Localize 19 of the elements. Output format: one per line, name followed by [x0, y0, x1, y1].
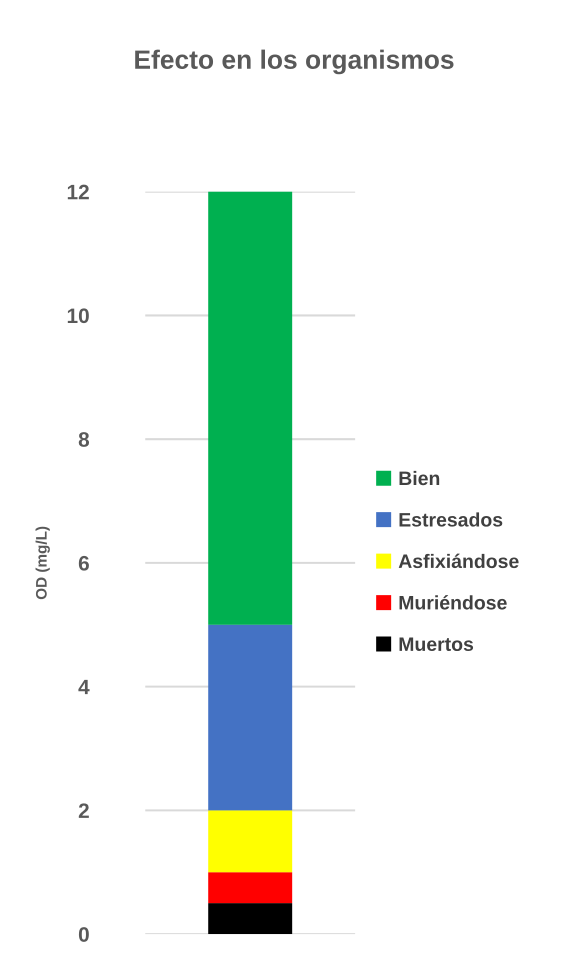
- y-tick-label: 6: [78, 556, 89, 571]
- legend-label: Asfixiándose: [398, 554, 519, 568]
- bar: [208, 872, 292, 904]
- y-tick-label: 0: [78, 927, 89, 942]
- y-tick-label: 10: [68, 308, 89, 324]
- legend-label: Estresados: [400, 512, 502, 527]
- legend-label: Muertos: [400, 637, 474, 652]
- bar: [208, 624, 292, 810]
- y-tick-label: 4: [78, 680, 90, 694]
- legend-label: Bien: [400, 470, 440, 486]
- bar: [208, 192, 292, 625]
- chart-title: Efecto en los organismos: [135, 50, 454, 74]
- y-tick-label: 8: [78, 432, 90, 447]
- y-tick-label: 12: [68, 184, 89, 200]
- bar: [208, 903, 292, 934]
- legend-label: Muriéndose: [400, 595, 507, 610]
- bar: [208, 810, 292, 872]
- y-axis-title: OD (mg/L): [36, 526, 50, 600]
- y-tick-label: 2: [78, 803, 89, 818]
